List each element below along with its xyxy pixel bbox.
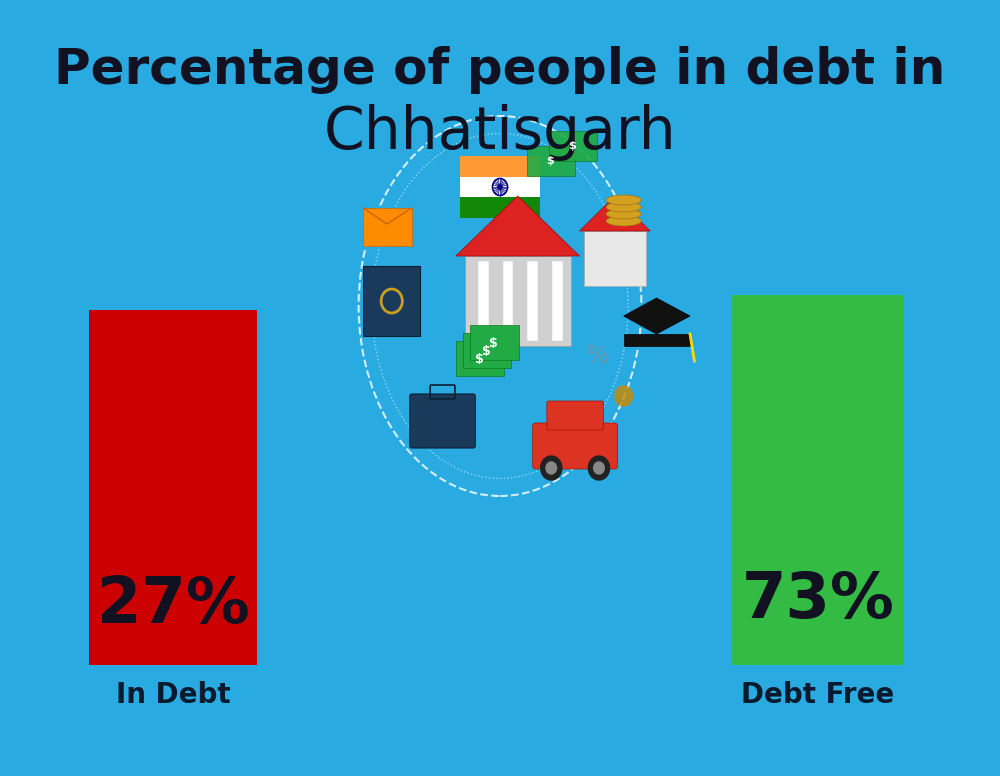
- Circle shape: [588, 456, 610, 480]
- Polygon shape: [580, 196, 650, 231]
- Text: Percentage of people in debt in: Percentage of people in debt in: [54, 46, 946, 94]
- FancyBboxPatch shape: [533, 423, 618, 469]
- FancyBboxPatch shape: [503, 261, 513, 341]
- Text: %: %: [585, 344, 609, 368]
- FancyBboxPatch shape: [456, 341, 504, 376]
- Text: $: $: [489, 337, 498, 349]
- Circle shape: [498, 185, 502, 189]
- FancyBboxPatch shape: [470, 325, 519, 360]
- Text: $: $: [546, 156, 554, 166]
- Circle shape: [541, 456, 562, 480]
- Text: $: $: [569, 141, 576, 151]
- Text: 73%: 73%: [741, 569, 894, 631]
- Text: $: $: [482, 345, 491, 358]
- FancyBboxPatch shape: [478, 261, 489, 341]
- FancyBboxPatch shape: [624, 334, 690, 346]
- FancyBboxPatch shape: [460, 156, 540, 177]
- Circle shape: [615, 386, 633, 406]
- FancyBboxPatch shape: [89, 310, 257, 665]
- FancyBboxPatch shape: [552, 261, 563, 341]
- FancyBboxPatch shape: [460, 197, 540, 218]
- Text: 27%: 27%: [97, 574, 249, 636]
- FancyBboxPatch shape: [463, 333, 511, 368]
- FancyBboxPatch shape: [363, 208, 412, 246]
- FancyBboxPatch shape: [410, 394, 475, 448]
- FancyBboxPatch shape: [460, 177, 540, 197]
- FancyBboxPatch shape: [465, 256, 571, 346]
- Text: Debt Free: Debt Free: [741, 681, 894, 709]
- Text: $: $: [475, 352, 484, 365]
- FancyBboxPatch shape: [549, 131, 597, 161]
- FancyBboxPatch shape: [527, 146, 575, 176]
- Ellipse shape: [606, 202, 641, 212]
- FancyBboxPatch shape: [584, 231, 646, 286]
- FancyBboxPatch shape: [363, 266, 420, 336]
- Ellipse shape: [606, 209, 641, 219]
- Polygon shape: [624, 298, 690, 334]
- FancyBboxPatch shape: [732, 295, 904, 665]
- FancyBboxPatch shape: [527, 261, 538, 341]
- Text: Chhatisgarh: Chhatisgarh: [324, 104, 676, 161]
- Circle shape: [546, 462, 557, 474]
- Polygon shape: [456, 196, 580, 256]
- Ellipse shape: [606, 195, 641, 205]
- Ellipse shape: [606, 216, 641, 226]
- Circle shape: [594, 462, 604, 474]
- Text: In Debt: In Debt: [116, 681, 230, 709]
- FancyBboxPatch shape: [547, 401, 603, 430]
